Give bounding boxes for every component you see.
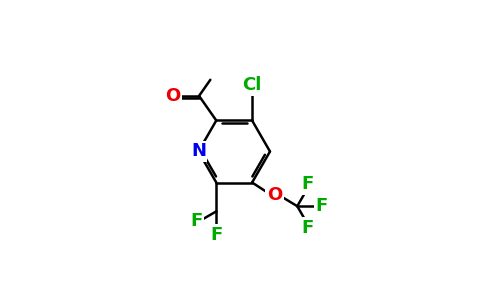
Text: F: F — [210, 226, 223, 244]
Text: F: F — [316, 197, 328, 215]
Text: F: F — [302, 176, 314, 194]
Text: N: N — [191, 142, 206, 160]
Text: F: F — [302, 219, 314, 237]
Text: F: F — [190, 212, 202, 230]
Text: O: O — [166, 87, 181, 105]
Text: Cl: Cl — [242, 76, 262, 94]
Text: O: O — [267, 186, 282, 204]
